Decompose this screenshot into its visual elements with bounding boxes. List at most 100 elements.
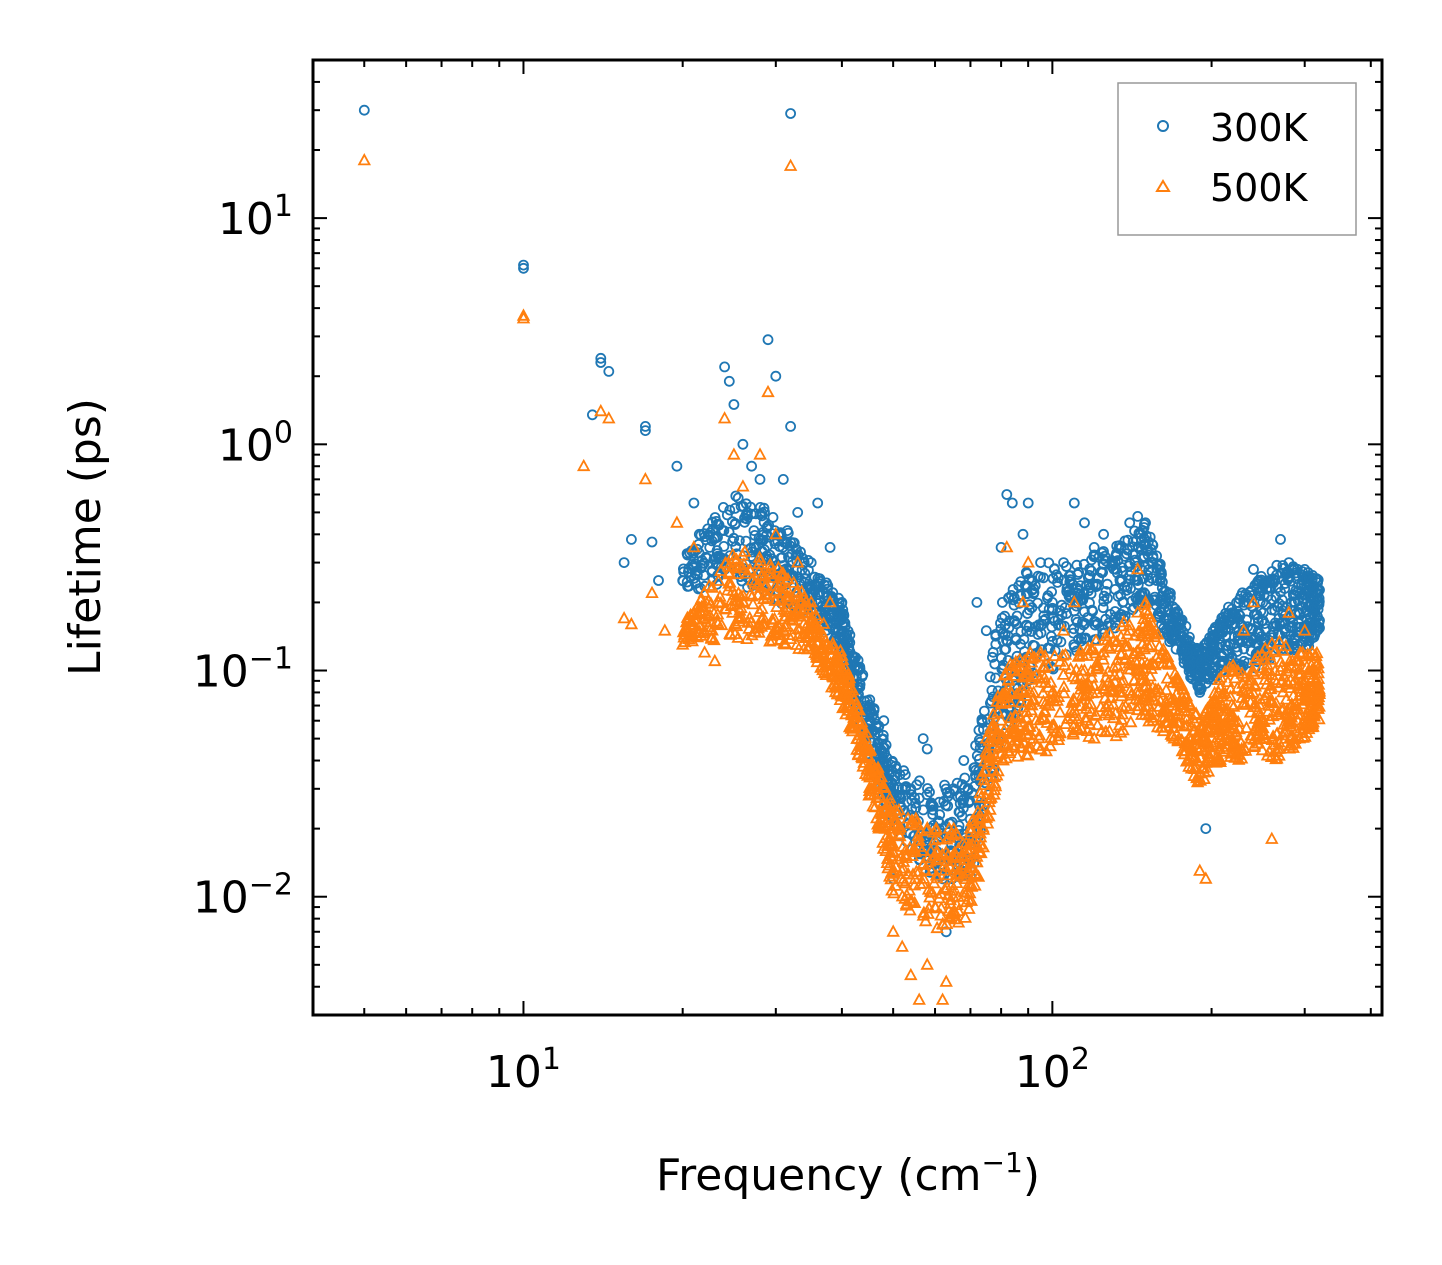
point-500K <box>1066 669 1081 682</box>
point-500K <box>925 863 939 876</box>
point-500K <box>732 609 746 622</box>
point-300K <box>1299 564 1311 575</box>
point-500K <box>1069 671 1083 685</box>
point-300K <box>711 548 723 559</box>
point-300K <box>1124 517 1136 529</box>
point-500K <box>934 908 948 921</box>
point-500K <box>909 815 924 828</box>
point-500K <box>911 833 925 846</box>
point-300K <box>980 625 992 637</box>
point-500K <box>969 866 984 880</box>
point-500K <box>981 808 995 821</box>
point-500K <box>1292 667 1306 680</box>
point-500K <box>905 894 919 907</box>
point-300K <box>1038 602 1049 614</box>
point-500K <box>1183 698 1198 712</box>
point-500K <box>1003 684 1018 697</box>
point-500K <box>624 616 639 630</box>
point-500K <box>1025 651 1039 664</box>
point-300K <box>838 610 850 621</box>
point-500K <box>1057 679 1071 692</box>
point-300K <box>1180 634 1192 645</box>
point-500K <box>1284 658 1299 671</box>
point-500K <box>841 673 855 686</box>
point-500K <box>862 788 876 801</box>
point-300K <box>1238 655 1250 667</box>
point-500K <box>951 915 966 928</box>
point-300K <box>1200 662 1212 674</box>
point-300K <box>745 508 757 520</box>
point-500K <box>1125 686 1139 699</box>
point-500K <box>781 572 795 585</box>
point-500K <box>1201 736 1215 749</box>
point-500K <box>1225 697 1239 710</box>
point-300K <box>358 104 370 116</box>
point-500K <box>745 573 760 586</box>
point-300K <box>1307 632 1318 644</box>
point-500K <box>928 899 942 912</box>
point-500K <box>1121 639 1135 652</box>
point-500K <box>1310 656 1324 669</box>
point-500K <box>1130 605 1145 618</box>
point-500K <box>1255 647 1270 660</box>
point-500K <box>967 833 981 846</box>
point-300K <box>1024 604 1035 616</box>
point-500K <box>1247 732 1261 745</box>
point-300K <box>732 492 744 504</box>
point-500K <box>1180 753 1195 766</box>
point-500K <box>830 647 844 661</box>
point-500K <box>748 575 762 588</box>
point-300K <box>729 502 741 514</box>
point-500K <box>1159 649 1174 662</box>
point-500K <box>785 627 799 640</box>
point-500K <box>946 850 961 863</box>
point-500K <box>1255 742 1270 756</box>
point-300K <box>959 772 971 784</box>
point-500K <box>1256 713 1270 726</box>
point-500K <box>901 811 915 824</box>
point-500K <box>1037 660 1052 673</box>
point-500K <box>767 611 782 624</box>
point-500K <box>728 626 742 640</box>
point-500K <box>813 643 827 656</box>
point-500K <box>1114 712 1129 725</box>
point-500K <box>935 847 950 860</box>
point-500K <box>1153 651 1167 664</box>
y-tick-label: 10−1 <box>193 642 293 698</box>
point-500K <box>1038 675 1052 688</box>
point-500K <box>1102 626 1117 639</box>
point-500K <box>786 575 801 588</box>
point-300K <box>812 497 824 509</box>
point-500K <box>1098 681 1113 694</box>
point-500K <box>873 805 888 818</box>
point-500K <box>835 663 849 676</box>
point-500K <box>1133 646 1148 659</box>
point-500K <box>1289 660 1303 673</box>
point-500K <box>786 608 801 621</box>
point-500K <box>916 908 931 921</box>
point-500K <box>1090 717 1105 731</box>
point-500K <box>835 652 850 665</box>
point-500K <box>1065 695 1079 708</box>
point-300K <box>688 572 700 584</box>
point-500K <box>727 551 742 564</box>
point-500K <box>771 560 786 573</box>
point-500K <box>1106 697 1121 710</box>
point-500K <box>917 871 931 884</box>
point-500K <box>893 820 908 833</box>
point-500K <box>753 553 768 566</box>
point-300K <box>1277 608 1289 619</box>
point-300K <box>842 625 854 637</box>
point-500K <box>1297 623 1312 636</box>
point-300K <box>924 786 935 798</box>
point-500K <box>1057 657 1072 671</box>
point-500K <box>842 720 857 733</box>
point-500K <box>751 587 765 601</box>
point-300K <box>618 557 630 568</box>
point-500K <box>888 816 903 829</box>
point-300K <box>1292 563 1303 575</box>
point-300K <box>518 259 529 271</box>
point-300K <box>640 420 651 432</box>
point-300K <box>899 769 911 780</box>
point-300K <box>1289 638 1300 649</box>
